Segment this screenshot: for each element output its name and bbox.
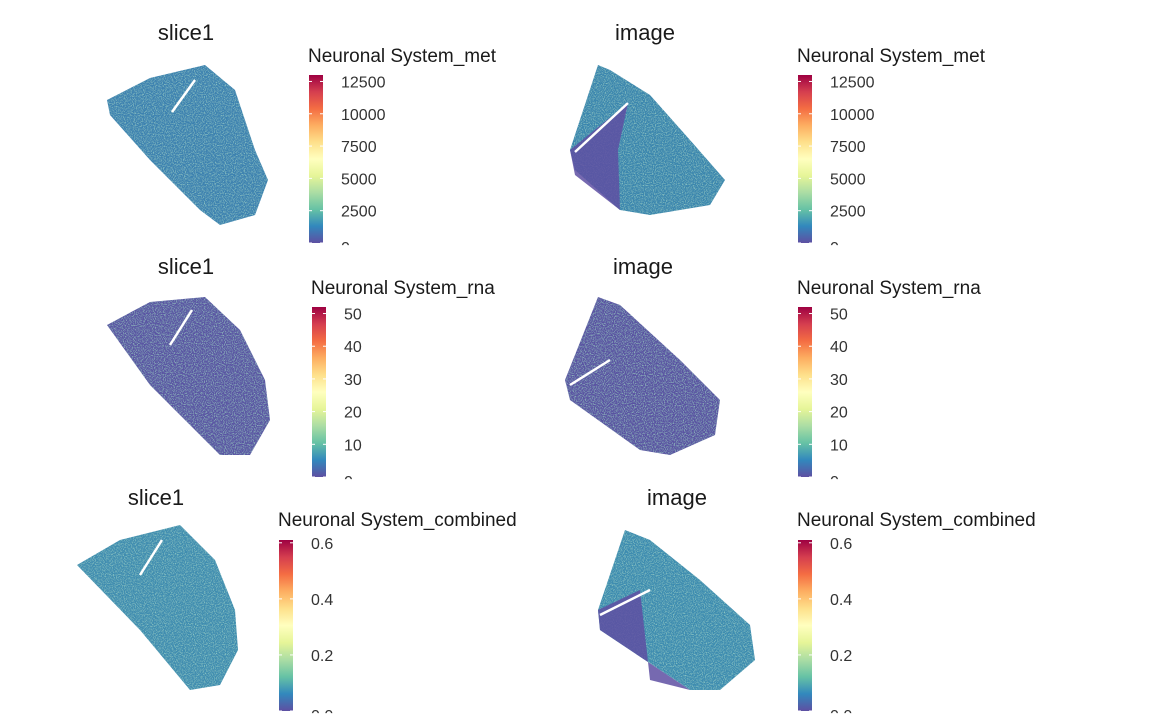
- colorbar-tick-label: 20: [830, 405, 848, 422]
- tissue-spots: [77, 525, 238, 690]
- panel-1: slice1 Neuronal System_met 0 2500 5000 7500 10…: [107, 20, 497, 257]
- colorbar-tick-label: 0.6: [311, 536, 333, 553]
- colorbar-tick-label: 10: [830, 437, 848, 454]
- colorbar-tick-label: 0.0: [830, 708, 852, 720]
- colorbar: [312, 307, 326, 477]
- colorbar-tick-label: 40: [830, 339, 848, 356]
- tissue-gap: [599, 588, 651, 617]
- colorbar-tick-label: 12500: [341, 74, 386, 91]
- colorbar-tick-label: 2500: [830, 204, 866, 221]
- legend-title: Neuronal System_rna: [797, 278, 981, 299]
- colorbar-tick-label: 0.0: [311, 708, 333, 720]
- colorbar: [279, 540, 293, 711]
- colorbar-tick-label: 7500: [830, 139, 866, 156]
- colorbar-tick-label: 0.6: [830, 536, 852, 553]
- panel-2: image Neuronal System_met 0 2500 5000 7500 100…: [570, 20, 986, 257]
- low-expression-region: [570, 103, 628, 210]
- panel-title: image: [613, 254, 673, 279]
- colorbar-tick-label: 30: [830, 372, 848, 389]
- tissue-gap: [170, 79, 197, 113]
- colorbar-tick-label: 0.4: [830, 592, 852, 609]
- panel-title: slice1: [158, 20, 214, 45]
- colorbar-tick-label: 7500: [341, 139, 377, 156]
- tissue-spots: [565, 297, 720, 455]
- colorbar-tick-label: 0.4: [311, 592, 333, 609]
- colorbar-tick-label: 20: [344, 405, 362, 422]
- tissue-gap: [168, 309, 194, 346]
- colorbar-tick-label: 0: [830, 474, 839, 491]
- colorbar-tick-label: 12500: [830, 74, 875, 91]
- tissue-gap: [574, 102, 629, 153]
- colorbar-tick-label: 0.2: [830, 648, 852, 665]
- tissue-spots: [107, 65, 268, 225]
- colorbar-tick-label: 10000: [830, 107, 875, 124]
- tissue-gap: [569, 358, 611, 387]
- panel-title: image: [647, 485, 707, 510]
- colorbar: [309, 75, 323, 243]
- colorbar: [798, 307, 812, 477]
- tissue-gap: [138, 539, 164, 576]
- tissue-spots: [107, 297, 270, 455]
- colorbar: [798, 75, 812, 243]
- panel-3: slice1 Neuronal System_rna 0 10 20 30 40 50: [107, 254, 495, 491]
- colorbar-tick-label: 0: [341, 240, 350, 257]
- colorbar-tick-label: 40: [344, 339, 362, 356]
- colorbar-tick-label: 10: [344, 437, 362, 454]
- colorbar-tick-label: 0.2: [311, 648, 333, 665]
- panel-5: slice1 Neuronal System_combined 0.0 0.2 0.4 0…: [77, 485, 517, 720]
- legend-title: Neuronal System_combined: [278, 510, 517, 531]
- legend-title: Neuronal System_combined: [797, 510, 1036, 531]
- panel-6: image Neuronal System_combined 0.0 0.2 0.4 0.…: [598, 485, 1036, 720]
- colorbar-tick-label: 50: [344, 307, 362, 324]
- colorbar-tick-label: 30: [344, 372, 362, 389]
- colorbar-tick-label: 50: [830, 307, 848, 324]
- colorbar: [798, 540, 812, 711]
- legend-title: Neuronal System_met: [308, 46, 497, 67]
- low-expression-region: [598, 590, 690, 690]
- legend-title: Neuronal System_rna: [311, 278, 495, 299]
- panel-4: image Neuronal System_rna 0 10 20 30 40 50: [565, 254, 981, 491]
- panel-title: slice1: [158, 254, 214, 279]
- panel-title: slice1: [128, 485, 184, 510]
- colorbar-tick-label: 0: [344, 474, 353, 491]
- colorbar-tick-label: 10000: [341, 107, 386, 124]
- colorbar-tick-label: 0: [830, 240, 839, 257]
- colorbar-tick-label: 5000: [830, 171, 866, 188]
- panel-title: image: [615, 20, 675, 45]
- legend-title: Neuronal System_met: [797, 46, 986, 67]
- colorbar-tick-label: 5000: [341, 171, 377, 188]
- colorbar-tick-label: 2500: [341, 204, 377, 221]
